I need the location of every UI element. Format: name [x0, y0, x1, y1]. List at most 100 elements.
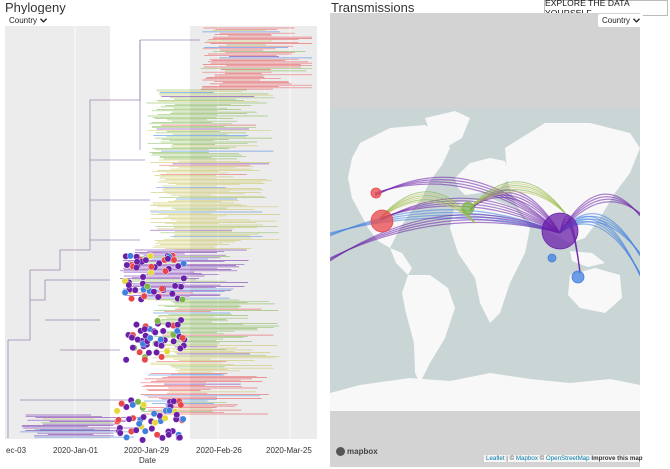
chevron-down-icon	[40, 18, 48, 23]
tip-marker	[125, 415, 133, 423]
tip-marker	[142, 256, 150, 264]
tip-marker	[159, 327, 167, 335]
tick-label: 2020-Jan-29	[124, 446, 169, 455]
tip-marker	[128, 295, 135, 303]
tip-marker	[147, 269, 155, 276]
tip-marker	[163, 347, 171, 355]
tip-marker	[135, 420, 143, 428]
country-bubble	[571, 270, 585, 284]
tip-marker	[140, 401, 148, 409]
flow-arc	[379, 197, 561, 234]
south-america	[402, 275, 455, 383]
tip-marker	[179, 334, 187, 342]
tip-marker	[179, 415, 187, 423]
country-bubble	[370, 187, 382, 199]
greenland	[425, 111, 470, 148]
phylogeny-tip-markers	[113, 252, 188, 444]
tip-marker	[153, 431, 161, 439]
transmissions-title: Transmissions	[331, 0, 415, 15]
phylogeny-color-select[interactable]: Country	[5, 14, 51, 27]
tip-marker	[133, 264, 140, 271]
tip-marker	[170, 397, 178, 405]
tip-marker	[158, 342, 165, 350]
tip-marker	[134, 336, 142, 343]
tip-marker	[180, 274, 188, 282]
tip-marker	[171, 282, 179, 290]
tip-marker	[173, 411, 181, 419]
tip-marker	[132, 426, 140, 434]
tip-marker	[154, 293, 162, 301]
tip-marker	[136, 348, 144, 356]
mapbox-link[interactable]: Mapbox	[515, 455, 538, 462]
leaflet-link[interactable]: Leaflet	[486, 455, 505, 462]
antarctica	[330, 373, 640, 411]
country-bubble	[370, 209, 394, 233]
tip-marker	[176, 434, 184, 441]
phylogeny-color-value: Country	[9, 16, 38, 25]
tip-marker	[121, 289, 129, 296]
tip-marker	[141, 325, 149, 333]
tick-label: 2020-Jan-01	[53, 446, 98, 455]
transmission-bubbles	[370, 187, 585, 284]
tip-marker	[113, 407, 121, 415]
tip-marker	[141, 356, 149, 364]
tip-marker	[128, 334, 136, 342]
tip-marker	[146, 334, 154, 342]
tip-marker	[125, 281, 133, 289]
backbone-branch	[90, 40, 150, 241]
transmission-map[interactable]	[330, 13, 640, 467]
tip-marker	[139, 273, 147, 281]
tip-marker	[157, 336, 165, 343]
tip-marker	[140, 413, 147, 421]
flow-arc	[469, 185, 566, 214]
mapbox-logo[interactable]: mapbox	[336, 447, 378, 456]
tip-marker	[164, 321, 172, 329]
tip-marker	[158, 285, 166, 293]
phylogeny-chart[interactable]: ec-03 2020-Jan-01 2020-Jan-29 2020-Feb-2…	[0, 0, 330, 469]
country-bubble	[461, 201, 475, 215]
tip-marker	[154, 317, 161, 325]
tip-marker	[161, 414, 169, 422]
improve-map-link[interactable]: Improve this map	[591, 455, 643, 462]
world-map	[330, 108, 640, 411]
asia	[505, 123, 640, 243]
tip-marker	[145, 349, 153, 357]
tip-marker	[151, 328, 159, 336]
phylogeny-backbone	[7, 39, 200, 438]
tip-marker	[129, 401, 137, 409]
tip-marker	[116, 429, 124, 437]
flow-arc	[469, 189, 566, 214]
mapbox-icon	[336, 447, 345, 456]
flow-arc	[374, 176, 561, 234]
country-bubble	[541, 212, 579, 250]
tip-marker	[170, 337, 178, 345]
transmissions-color-select[interactable]: Country	[598, 14, 644, 27]
tip-marker	[155, 259, 163, 267]
tip-marker	[162, 267, 169, 275]
tip-marker	[164, 255, 172, 263]
map-attribution: Leaflet | © Mapbox © OpenStreetMap Impro…	[484, 455, 645, 462]
central-america	[390, 248, 412, 275]
flow-arc	[379, 197, 476, 224]
tip-marker	[123, 434, 130, 441]
tip-marker	[134, 398, 142, 406]
phylogeny-title: Phylogeny	[5, 0, 66, 15]
tip-marker	[122, 356, 130, 364]
tip-marker	[177, 316, 185, 324]
phylogeny-axis: ec-03 2020-Jan-01 2020-Jan-29 2020-Feb-2…	[6, 446, 312, 465]
osm-link[interactable]: OpenStreetMap	[545, 455, 590, 462]
chevron-down-icon	[633, 18, 641, 23]
tip-marker	[133, 258, 141, 266]
backbone-branch	[20, 279, 130, 431]
africa	[450, 198, 530, 323]
flow-arc	[379, 199, 476, 224]
tick-label: 2020-Feb-26	[196, 446, 242, 455]
tip-marker	[126, 252, 134, 260]
flow-arc	[469, 183, 566, 214]
flow-arc	[469, 187, 566, 214]
tip-marker	[176, 345, 184, 352]
tip-marker	[159, 434, 166, 442]
tip-marker	[180, 260, 188, 267]
tip-marker	[131, 286, 139, 294]
tip-marker	[150, 288, 158, 296]
